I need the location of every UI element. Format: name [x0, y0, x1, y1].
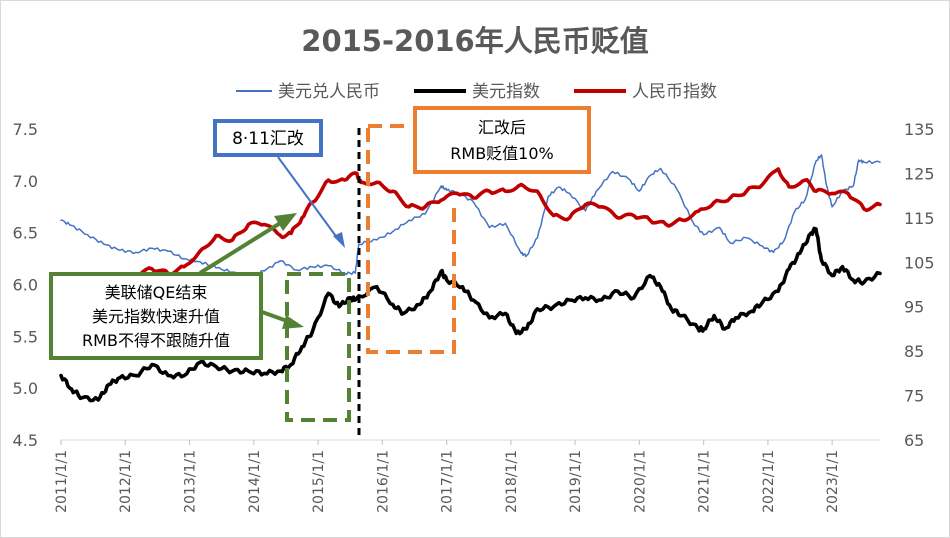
- x-tick-label: 2016/1/1: [375, 450, 391, 513]
- y-left-tick-label: 7.0: [13, 172, 38, 191]
- annotation-reform-line-2: RMB贬值10%: [450, 144, 553, 163]
- y-right-tick-label: 135: [904, 120, 935, 139]
- series-line-0: [60, 154, 881, 278]
- x-tick-label: 2011/1/1: [54, 450, 70, 513]
- annotation-qe-line-1: 美联储QE结束: [105, 283, 208, 302]
- legend-item-usdcny: 美元兑人民币: [236, 82, 380, 102]
- axes: 4.5 5.0 5.5 6.0 6.5 7.0 7.5 65 75 85 95 105 115 125 13…: [13, 120, 935, 513]
- y-left-tick-label: 7.5: [13, 120, 38, 139]
- y-right-tick-label: 65: [904, 431, 924, 450]
- series-line-1: [59, 226, 882, 403]
- y-left-tick-label: 4.5: [13, 431, 38, 450]
- legend-label: 人民币指数: [632, 82, 717, 102]
- y-right-tick-label: 115: [904, 209, 935, 228]
- annotation-811: 8·11汇改: [213, 119, 323, 157]
- y-right-tick-label: 95: [904, 298, 924, 317]
- annotation-qe-line-3: RMB不得不跟随升值: [82, 331, 230, 350]
- annotation-qe: 美联储QE结束 美元指数快速升值 RMB不得不跟随升值: [49, 272, 263, 360]
- series-layer: [59, 154, 882, 403]
- y-left-tick-label: 6.0: [13, 276, 38, 295]
- x-tick-label: 2013/1/1: [183, 450, 199, 513]
- y-right-tick-label: 75: [904, 387, 924, 406]
- highlight-box-green: [285, 272, 351, 422]
- x-tick-label: 2017/1/1: [440, 450, 456, 513]
- arrow-811: [277, 156, 345, 248]
- x-tick-label: 2015/1/1: [311, 450, 327, 513]
- x-tick-label: 2023/1/1: [825, 450, 841, 513]
- legend-item-cny-index: 人民币指数: [574, 82, 717, 102]
- series-line-2: [118, 167, 882, 280]
- x-tick-label: 2021/1/1: [697, 450, 713, 513]
- annotation-reform: 汇改后 RMB贬值10%: [413, 106, 591, 174]
- annotation-qe-line-2: 美元指数快速升值: [92, 307, 220, 326]
- x-tick-label: 2018/1/1: [504, 450, 520, 513]
- x-tick-label: 2022/1/1: [761, 450, 777, 513]
- x-tick-label: 2012/1/1: [118, 450, 134, 513]
- y-left-tick-label: 5.0: [13, 379, 38, 398]
- y-right-tick-label: 105: [904, 253, 935, 272]
- y-right-tick-label: 125: [904, 164, 935, 183]
- legend: 美元兑人民币 美元指数 人民币指数: [236, 82, 717, 102]
- highlight-box-orange: [366, 124, 456, 354]
- annotation-reform-line-1: 汇改后: [478, 118, 526, 137]
- x-tick-label: 2020/1/1: [632, 450, 648, 513]
- arrow-qe-up: [198, 213, 297, 275]
- legend-item-dxy: 美元指数: [414, 82, 540, 102]
- x-tick-label: 2019/1/1: [568, 450, 584, 513]
- x-tick-label: 2014/1/1: [247, 450, 263, 513]
- legend-label: 美元兑人民币: [278, 82, 380, 102]
- annotation-811-text: 8·11汇改: [232, 129, 304, 149]
- legend-label: 美元指数: [472, 82, 540, 102]
- arrow-qe-down: [261, 310, 304, 329]
- y-right-tick-label: 85: [904, 342, 924, 361]
- chart-title: 2015-2016年人民币贬值: [301, 24, 648, 58]
- y-left-tick-label: 5.5: [13, 327, 38, 346]
- y-left-tick-label: 6.5: [13, 224, 38, 243]
